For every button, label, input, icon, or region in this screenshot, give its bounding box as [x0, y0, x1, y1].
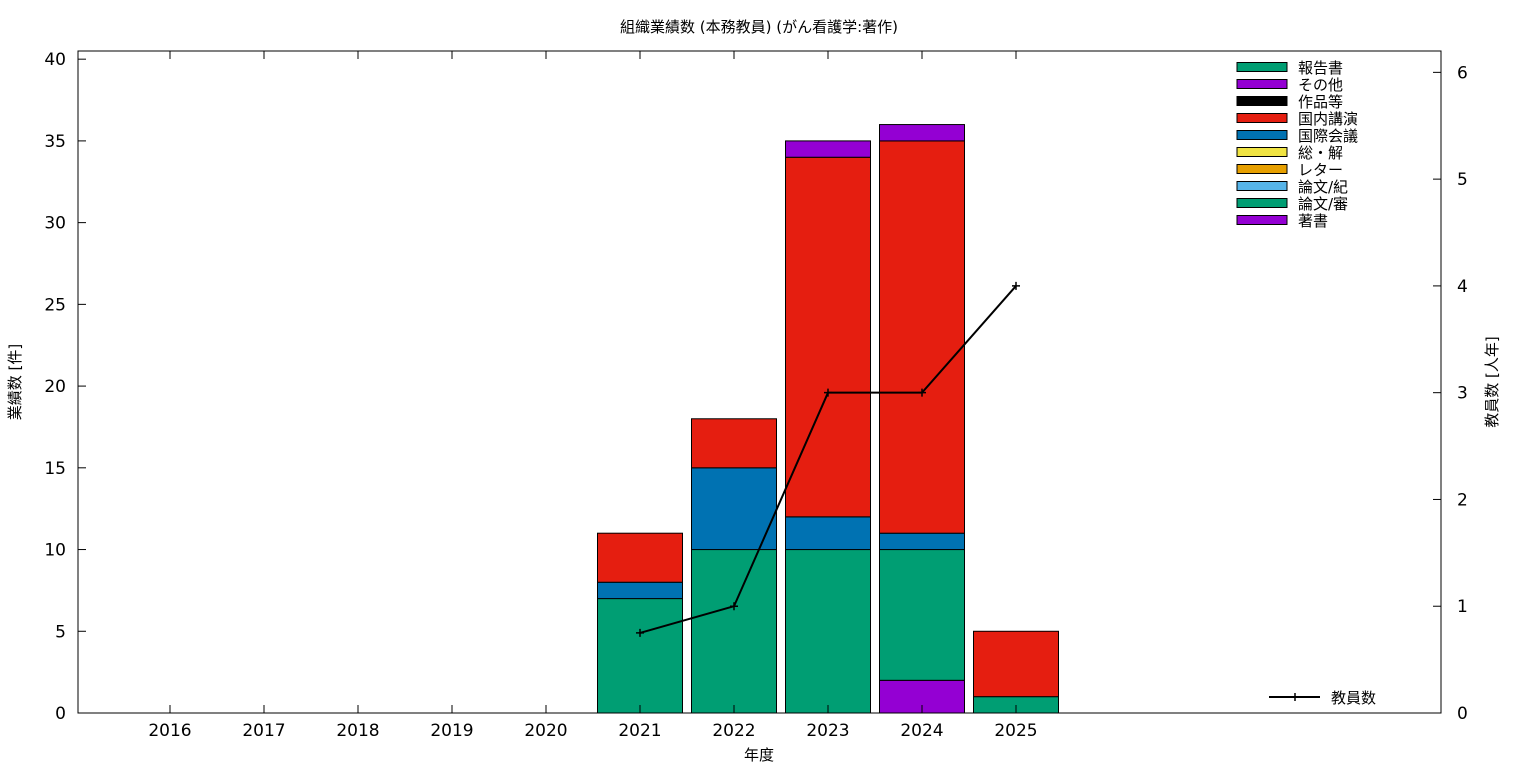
bar-segment — [879, 532, 965, 551]
x-axis-label: 年度 — [744, 746, 774, 764]
line-point — [824, 388, 832, 397]
legend-swatch — [1236, 62, 1288, 72]
bar-segment — [785, 140, 871, 158]
legend-swatch — [1236, 181, 1288, 191]
bar-segment — [691, 549, 777, 714]
legend-label: レター — [1298, 161, 1343, 179]
x-tick-label: 2019 — [430, 721, 473, 741]
y2-tick-label: 0 — [1457, 704, 1468, 724]
line-point — [1012, 281, 1020, 290]
legend-label: 著書 — [1298, 212, 1328, 230]
legend-label: 作品等 — [1298, 93, 1343, 111]
y2-tick-label: 3 — [1457, 384, 1468, 404]
y-tick-label: 5 — [55, 622, 66, 642]
y-tick-label: 15 — [44, 459, 66, 479]
line-legend-point — [1291, 693, 1299, 701]
y2-axis-label: 教員数 [人年] — [1483, 336, 1501, 427]
bars-layer — [597, 124, 1059, 714]
line-point — [636, 628, 644, 637]
bar-segment — [973, 630, 1059, 698]
legend-label: 論文/紀 — [1298, 178, 1348, 196]
bar-segment — [597, 532, 683, 583]
y2-tick-label: 4 — [1457, 277, 1468, 297]
chart-title: 組織業績数 (本務教員) (がん看護学:著作) — [620, 18, 898, 36]
legend-label: 国際会議 — [1298, 127, 1358, 145]
legend-swatch — [1236, 198, 1288, 208]
legend-swatch — [1236, 79, 1288, 89]
bar-segment — [879, 140, 965, 534]
x-tick-label: 2016 — [148, 721, 191, 741]
legend-swatch — [1236, 215, 1288, 225]
y2-tick-label: 1 — [1457, 597, 1468, 617]
bar-segment — [597, 598, 683, 714]
line-legend: 教員数 — [1269, 689, 1376, 707]
x-tick-label: 2023 — [806, 721, 849, 741]
line-point — [918, 388, 926, 397]
bar-segment — [597, 581, 683, 600]
legend-label: 論文/審 — [1298, 195, 1348, 213]
y2-tick-label: 2 — [1457, 490, 1468, 510]
legend-swatch — [1236, 164, 1288, 174]
legend-swatch — [1236, 96, 1288, 106]
y-tick-label: 40 — [44, 50, 66, 70]
x-tick-label: 2022 — [712, 721, 755, 741]
bar-segment — [785, 156, 871, 518]
legend-swatch — [1236, 130, 1288, 140]
x-tick-label: 2020 — [524, 721, 567, 741]
x-tick-label: 2021 — [618, 721, 661, 741]
y-tick-label: 20 — [44, 377, 66, 397]
line-legend-label: 教員数 — [1331, 689, 1376, 707]
line-layer — [636, 281, 1020, 637]
bar-segment — [785, 516, 871, 551]
bar-segment — [879, 124, 965, 142]
y-tick-label: 10 — [44, 541, 66, 561]
legend-swatch — [1236, 147, 1288, 157]
x-tick-label: 2025 — [994, 721, 1037, 741]
bar-segment — [691, 467, 777, 551]
legend-label: 総・解 — [1298, 144, 1343, 162]
plot-frame — [77, 50, 1442, 714]
x-tick-label: 2024 — [900, 721, 943, 741]
y2-tick-label: 5 — [1457, 170, 1468, 190]
legend-label: 報告書 — [1298, 59, 1343, 77]
y-tick-label: 35 — [44, 132, 66, 152]
line-point — [730, 602, 738, 611]
legend-swatch — [1236, 113, 1288, 123]
x-tick-label: 2018 — [336, 721, 379, 741]
bar-segment — [879, 549, 965, 681]
legend-label: 国内講演 — [1298, 110, 1358, 128]
legend-label: その他 — [1298, 76, 1343, 94]
y-tick-label: 0 — [55, 704, 66, 724]
bar-segment — [785, 549, 871, 714]
y2-tick-label: 6 — [1457, 63, 1468, 83]
y-tick-label: 25 — [44, 295, 66, 315]
bar-segment — [691, 418, 777, 469]
x-tick-label: 2017 — [242, 721, 285, 741]
y-axis-label: 業績数 [件] — [6, 344, 24, 420]
y-tick-label: 30 — [44, 214, 66, 234]
